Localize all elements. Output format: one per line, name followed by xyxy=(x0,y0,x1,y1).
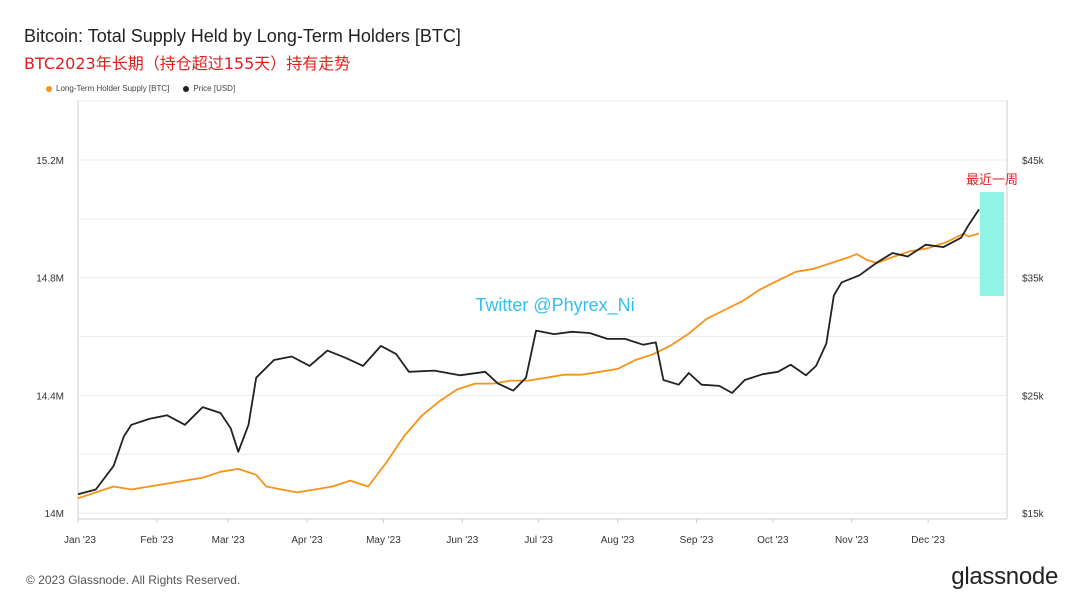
x-tick-label: Mar '23 xyxy=(212,535,245,546)
x-tick-label: Apr '23 xyxy=(291,535,323,546)
y-left-tick-label: 14M xyxy=(45,509,64,520)
lth-supply-line xyxy=(77,232,980,500)
legend-label: Long-Term Holder Supply [BTC] xyxy=(56,84,170,93)
x-tick-label: Feb '23 xyxy=(140,535,173,546)
legend-item-lth-supply[interactable]: Long-Term Holder Supply [BTC] xyxy=(46,84,169,93)
y-right-tick-label: $15k xyxy=(1022,509,1045,520)
legend-label: Price [USD] xyxy=(193,84,236,93)
copyright-text: © 2023 Glassnode. All Rights Reserved. xyxy=(26,573,241,587)
price-line xyxy=(77,208,980,496)
y-right-tick-label: $35k xyxy=(1022,274,1045,285)
x-tick-label: Sep '23 xyxy=(680,535,714,546)
x-tick-label: May '23 xyxy=(366,535,401,546)
x-tick-label: Dec '23 xyxy=(911,535,945,546)
x-tick-label: Nov '23 xyxy=(835,535,869,546)
legend-dot-icon xyxy=(46,85,52,92)
last-week-highlight xyxy=(980,192,1004,296)
legend-item-price[interactable]: Price [USD] xyxy=(183,84,235,93)
watermark-text: Twitter @Phyrex_Ni xyxy=(475,295,634,316)
x-tick-label: Jan '23 xyxy=(64,535,96,546)
x-tick-label: Oct '23 xyxy=(757,535,789,546)
y-right-tick-label: $25k xyxy=(1022,391,1045,402)
y-left-tick-label: 14.4M xyxy=(36,391,64,402)
chart-legend: Long-Term Holder Supply [BTC] Price [USD… xyxy=(46,84,235,93)
x-tick-label: Aug '23 xyxy=(601,535,635,546)
chart-subtitle: BTC2023年长期（持仓超过155天）持有走势 xyxy=(24,54,351,73)
chart-title: Bitcoin: Total Supply Held by Long-Term … xyxy=(24,26,461,46)
y-left-tick-label: 14.8M xyxy=(36,274,64,285)
x-tick-label: Jun '23 xyxy=(446,535,478,546)
brand-logo: glassnode xyxy=(951,563,1058,590)
x-tick-label: Jul '23 xyxy=(524,535,553,546)
y-right-tick-label: $45k xyxy=(1022,156,1045,167)
y-left-tick-label: 15.2M xyxy=(36,156,64,167)
last-week-label: 最近一周 xyxy=(966,173,1018,188)
legend-dot-icon xyxy=(183,85,190,92)
